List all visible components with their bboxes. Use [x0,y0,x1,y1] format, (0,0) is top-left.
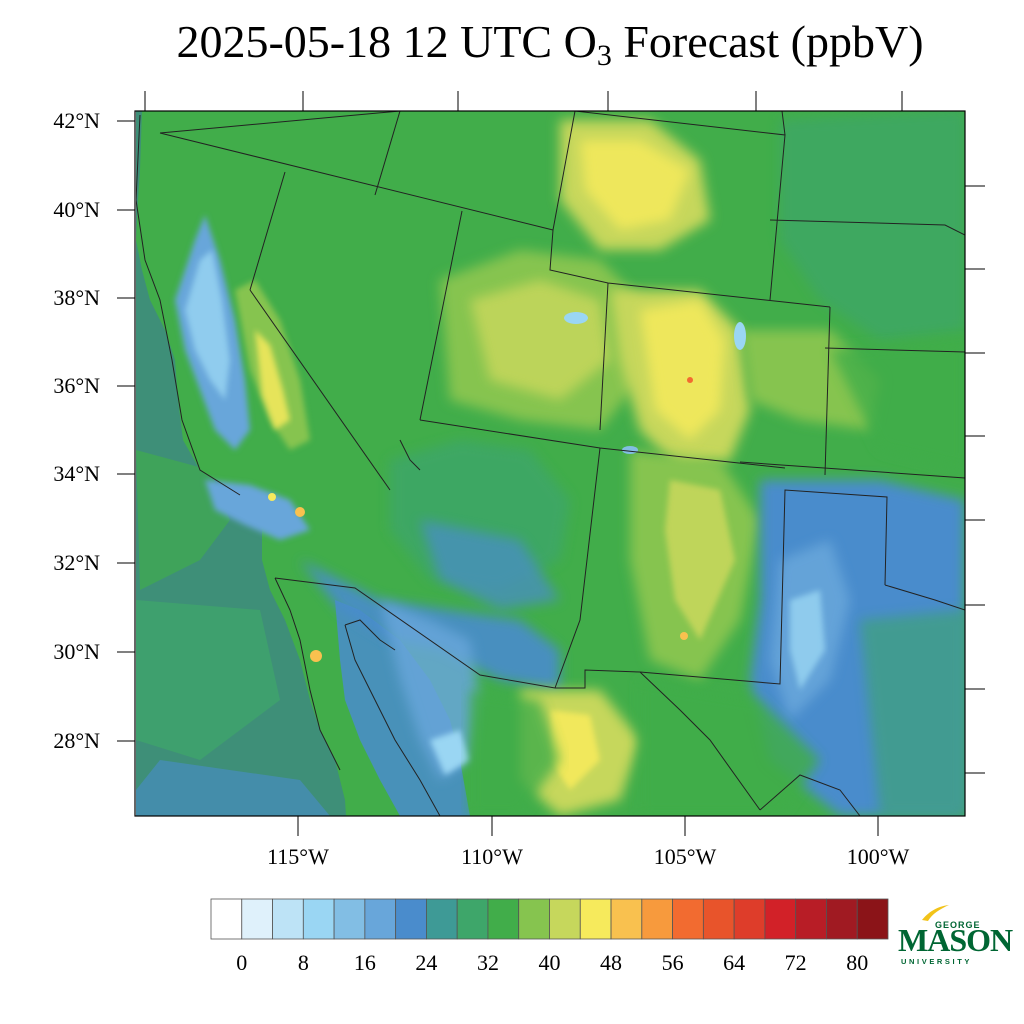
colorbar-tick-label: 8 [298,950,309,975]
colorbar-swatch [733,898,766,940]
swoosh-icon [922,905,949,921]
colorbar-tick-label: 48 [600,950,622,975]
colorbar-swatch [610,898,643,940]
lat-label: 32°N [53,550,100,575]
lat-label: 42°N [53,108,100,133]
logo-bottom-line: UNIVERSITY [901,957,973,966]
colorbar-swatch [672,898,704,940]
colorbar-swatch [856,898,889,940]
colorbar: 0 8 16 24 32 40 48 56 64 72 80 [210,898,889,975]
colorbar-swatch [364,898,397,940]
colorbar-swatch [641,898,673,940]
logo-main: MASON [898,922,1013,958]
colorbar-swatch [518,898,550,940]
colorbar-swatch [549,898,581,940]
colorbar-swatch [702,898,735,940]
colorbar-tick-label: 40 [539,950,561,975]
colorbar-tick-label: 24 [415,950,437,975]
title-subscript: 3 [596,39,612,72]
colorbar-swatch [579,898,612,940]
colorbar-swatch [826,898,858,940]
colorbar-tick-label: 64 [723,950,745,975]
colorbar-tick-label: 80 [846,950,868,975]
colorbar-swatch [302,898,335,940]
lat-label: 30°N [53,639,100,664]
colorbar-swatch [795,898,827,940]
colorbar-swatch [487,898,520,940]
lat-label: 34°N [53,461,100,486]
concentration-field [136,111,965,816]
colorbar-swatch [764,898,797,940]
colorbar-swatch [210,898,243,940]
colorbar-tick-label: 72 [785,950,807,975]
ozone-forecast-map: 42°N 40°N 38°N 36°N 34°N 32°N 30°N 28°N … [53,91,985,869]
lon-label: 100°W [847,844,910,869]
gmu-logo: GEORGE MASON UNIVERSITY [898,900,1013,970]
colorbar-swatch [333,898,366,940]
logo-top-line: GEORGE [935,920,981,930]
lon-label: 110°W [461,844,523,869]
lon-label: 105°W [654,844,717,869]
colorbar-swatches [210,898,889,940]
map-title: 2025-05-18 12 UTC O3 Forecast (ppbV) [0,12,1024,72]
colorbar-tick-label: 0 [236,950,247,975]
colorbar-labels: 0 8 16 24 32 40 48 56 64 72 80 [236,950,868,975]
tick-marks [117,91,985,836]
colorbar-swatch [241,898,273,940]
plot-frame [134,110,966,817]
state-borders [136,111,965,816]
lat-label: 28°N [53,728,100,753]
colorbar-swatch [456,898,489,940]
colorbar-tick-label: 32 [477,950,499,975]
lat-label: 36°N [53,373,100,398]
colorbar-swatch [426,898,458,940]
title-prefix: 2025-05-18 12 UTC O [176,16,597,67]
colorbar-swatch [272,898,304,940]
lat-label: 38°N [53,285,100,310]
lon-label: 115°W [267,844,329,869]
lat-label: 40°N [53,197,100,222]
colorbar-swatch [395,898,427,940]
title-suffix: Forecast (ppbV) [611,16,924,67]
colorbar-tick-label: 16 [354,950,376,975]
colorbar-tick-label: 56 [662,950,684,975]
